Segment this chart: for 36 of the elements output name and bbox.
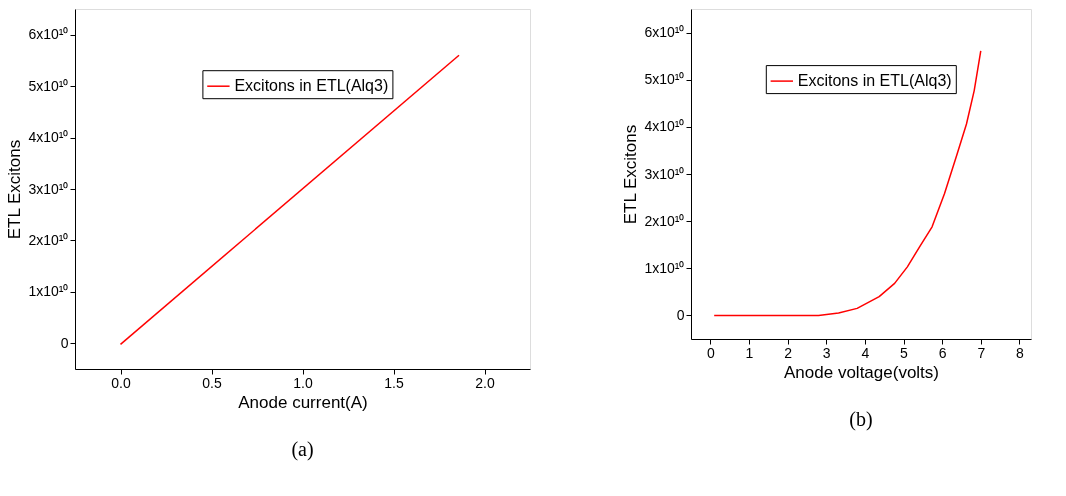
x-tick-label: 2.0 [475,374,495,391]
y-tick-label: 2x10¹⁰ [644,212,685,229]
x-tick-label: 6 [938,344,947,361]
x-tick-label: 7 [977,344,986,361]
y-tick-label: 2x10¹⁰ [28,231,69,248]
y-tick-label: 3x10¹⁰ [28,180,69,197]
y-tick-label: 1x10¹⁰ [644,259,685,276]
x-axis-title: Anode voltage(volts) [784,362,939,382]
x-tick-label: 5 [900,344,909,361]
x-tick-label: 3 [822,344,831,361]
y-tick-label: 4x10¹⁰ [644,118,685,135]
x-tick-label: 8 [1016,344,1025,361]
text: (a) [291,438,314,461]
line-series [713,50,982,317]
legend-label: Excitons in ETL(Alq3) [797,72,952,90]
y-tick-label: 6x10¹⁰ [644,24,685,41]
x-tick-label: 1.5 [384,374,404,391]
y-axis-title: ETL Excitons [621,124,641,225]
x-tick-label: 4 [861,344,870,361]
y-tick-label: 5x10¹⁰ [28,77,69,94]
text: (b) [849,408,873,431]
y-tick-label: 4x10¹⁰ [28,129,69,146]
y-axis-title: ETL Excitons [5,139,25,240]
x-tick-label: 0 [706,344,715,361]
y-tick-label: 5x10¹⁰ [644,71,685,88]
x-tick-label: 1 [745,344,754,361]
x-tick-label: 0.5 [202,374,222,391]
x-tick-label: 2 [784,344,793,361]
legend-label: Excitons in ETL(Alq3) [234,77,389,95]
y-tick-label: 1x10¹⁰ [28,283,69,300]
x-axis-title: Anode current(A) [238,392,368,412]
x-tick-label: 0.0 [111,374,131,391]
y-tick-label: 6x10¹⁰ [28,26,69,43]
x-tick-label: 1.0 [293,374,313,391]
y-tick-label: 3x10¹⁰ [644,165,685,182]
y-tick-label: 0 [676,306,685,323]
